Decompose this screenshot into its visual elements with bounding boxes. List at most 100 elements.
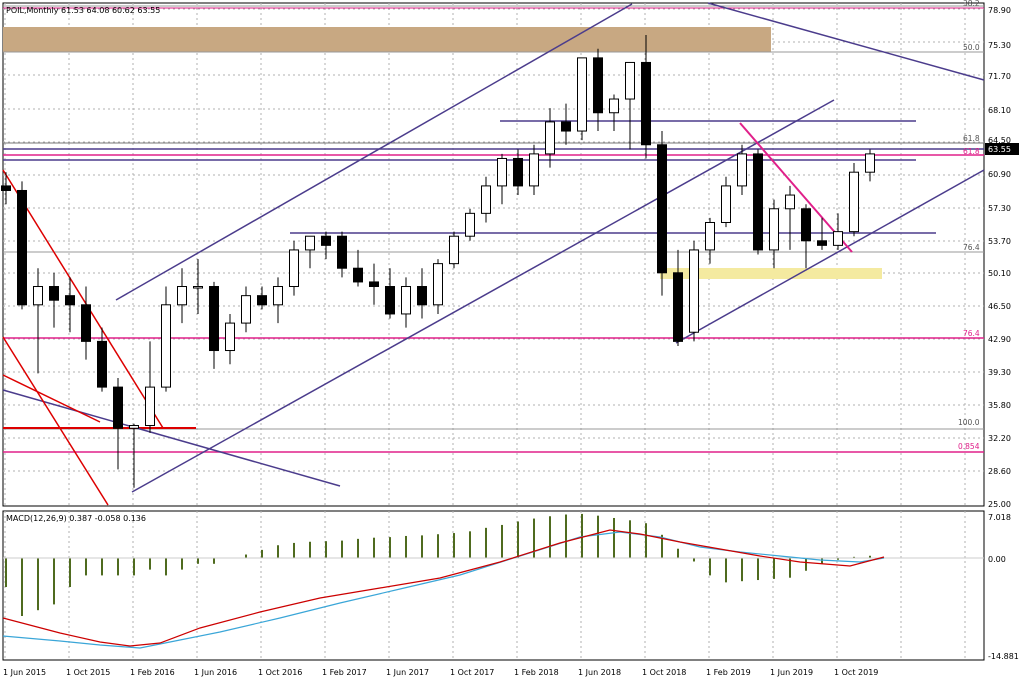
macd-tick: 0.00 — [988, 555, 1006, 564]
time-label: 1 Oct 2019 — [834, 668, 878, 677]
red-trend-line — [2, 169, 164, 429]
fib-label: 76.4 — [963, 243, 980, 252]
macd-signal-line — [2, 529, 885, 647]
current-price-label: 63.55 — [988, 145, 1011, 154]
candle-body — [833, 231, 843, 246]
candle-body — [737, 153, 747, 187]
candle-body — [817, 240, 827, 246]
candle-body — [385, 286, 395, 315]
candle-body — [129, 425, 139, 429]
time-label: 1 Feb 2017 — [322, 668, 367, 677]
price-tick: 57.30 — [988, 204, 1011, 213]
time-label: 1 Jun 2016 — [194, 668, 237, 677]
candle-body — [145, 386, 155, 427]
candle-body — [17, 189, 27, 306]
red-trend-line — [2, 336, 109, 506]
time-label: 1 Feb 2018 — [514, 668, 559, 677]
candle-body — [353, 267, 363, 283]
price-tick: 64.50 — [988, 136, 1011, 145]
candle-body — [625, 61, 635, 100]
trend-line — [675, 169, 985, 344]
fib-label: 76.4 — [963, 329, 980, 338]
candle-body — [609, 98, 619, 114]
price-tick: 42.90 — [988, 335, 1011, 344]
price-tick: 35.80 — [988, 401, 1011, 410]
candle-body — [401, 286, 411, 315]
candle-body — [113, 386, 123, 429]
time-label: 1 Oct 2015 — [66, 668, 110, 677]
candle-body — [81, 304, 91, 342]
symbol-info-label: POIL,Monthly 61.53 64.08 60.62 63.55 — [6, 6, 160, 15]
fib-label: 50.0 — [963, 43, 980, 52]
candle-body — [865, 153, 875, 173]
price-tick: 75.30 — [988, 41, 1011, 50]
macd-tick: 7.018 — [988, 513, 1011, 522]
macd-line — [2, 531, 885, 649]
candle-body — [705, 221, 715, 251]
candle-body — [673, 272, 683, 342]
time-label: 1 Jun 2019 — [770, 668, 813, 677]
candle-body — [449, 235, 459, 265]
candle-body — [257, 295, 267, 306]
time-label: 1 Oct 2016 — [258, 668, 302, 677]
fib-label: 61.8 — [963, 134, 980, 143]
time-label: 1 Jun 2018 — [578, 668, 621, 677]
candle-body — [689, 249, 699, 333]
candle-body — [177, 286, 187, 306]
price-tick: 53.70 — [988, 237, 1011, 246]
trend-line — [707, 2, 985, 81]
current-price-badge — [985, 143, 1019, 155]
price-tick: 28.60 — [988, 467, 1011, 476]
candle-body — [801, 208, 811, 242]
candle-body — [49, 286, 59, 301]
candle-body — [65, 295, 75, 306]
trend-line — [115, 3, 633, 301]
candle-body — [577, 57, 587, 132]
price-tick: 25.00 — [988, 500, 1011, 509]
candle-body — [33, 286, 43, 306]
candle-body — [657, 144, 667, 274]
fib-label: 61.8 — [963, 147, 980, 156]
time-label: 1 Jun 2017 — [386, 668, 429, 677]
time-label: 1 Feb 2019 — [706, 668, 751, 677]
trend-line — [2, 389, 341, 487]
candle-body — [529, 153, 539, 187]
candle-body — [753, 153, 763, 251]
candle-body — [273, 286, 283, 306]
time-label: 1 Feb 2016 — [130, 668, 175, 677]
candle-body — [337, 235, 347, 269]
time-label: 1 Jun 2015 — [3, 668, 46, 677]
candle-body — [225, 322, 235, 352]
candle-body — [465, 212, 475, 237]
candle-body — [497, 157, 507, 187]
trend-line — [131, 99, 835, 493]
candle-body — [545, 121, 555, 155]
candle-body — [369, 281, 379, 288]
time-label: 1 Oct 2018 — [642, 668, 686, 677]
candle-body — [641, 61, 651, 146]
candle-body — [481, 185, 491, 214]
price-tick: 39.30 — [988, 368, 1011, 377]
candle-body — [321, 235, 331, 246]
price-tick: 46.50 — [988, 302, 1011, 311]
candle-body — [769, 208, 779, 251]
macd-tick: -14.881 — [988, 652, 1019, 661]
candle-body — [513, 157, 523, 187]
time-label: 1 Oct 2017 — [450, 668, 494, 677]
candle-body — [305, 235, 315, 251]
fib-label: 0.854 — [958, 442, 980, 451]
candle-body — [593, 57, 603, 114]
candle-body — [209, 286, 219, 352]
candle-body — [561, 121, 571, 132]
price-panel-frame — [2, 2, 985, 507]
candle-body — [785, 194, 795, 210]
candle-body — [1, 185, 11, 191]
fib-label: 100.0 — [958, 418, 980, 427]
candle-body — [849, 171, 859, 233]
candle-body — [721, 185, 731, 223]
support-zone — [660, 268, 882, 279]
candle-body — [97, 340, 107, 388]
candle-body — [417, 286, 427, 306]
